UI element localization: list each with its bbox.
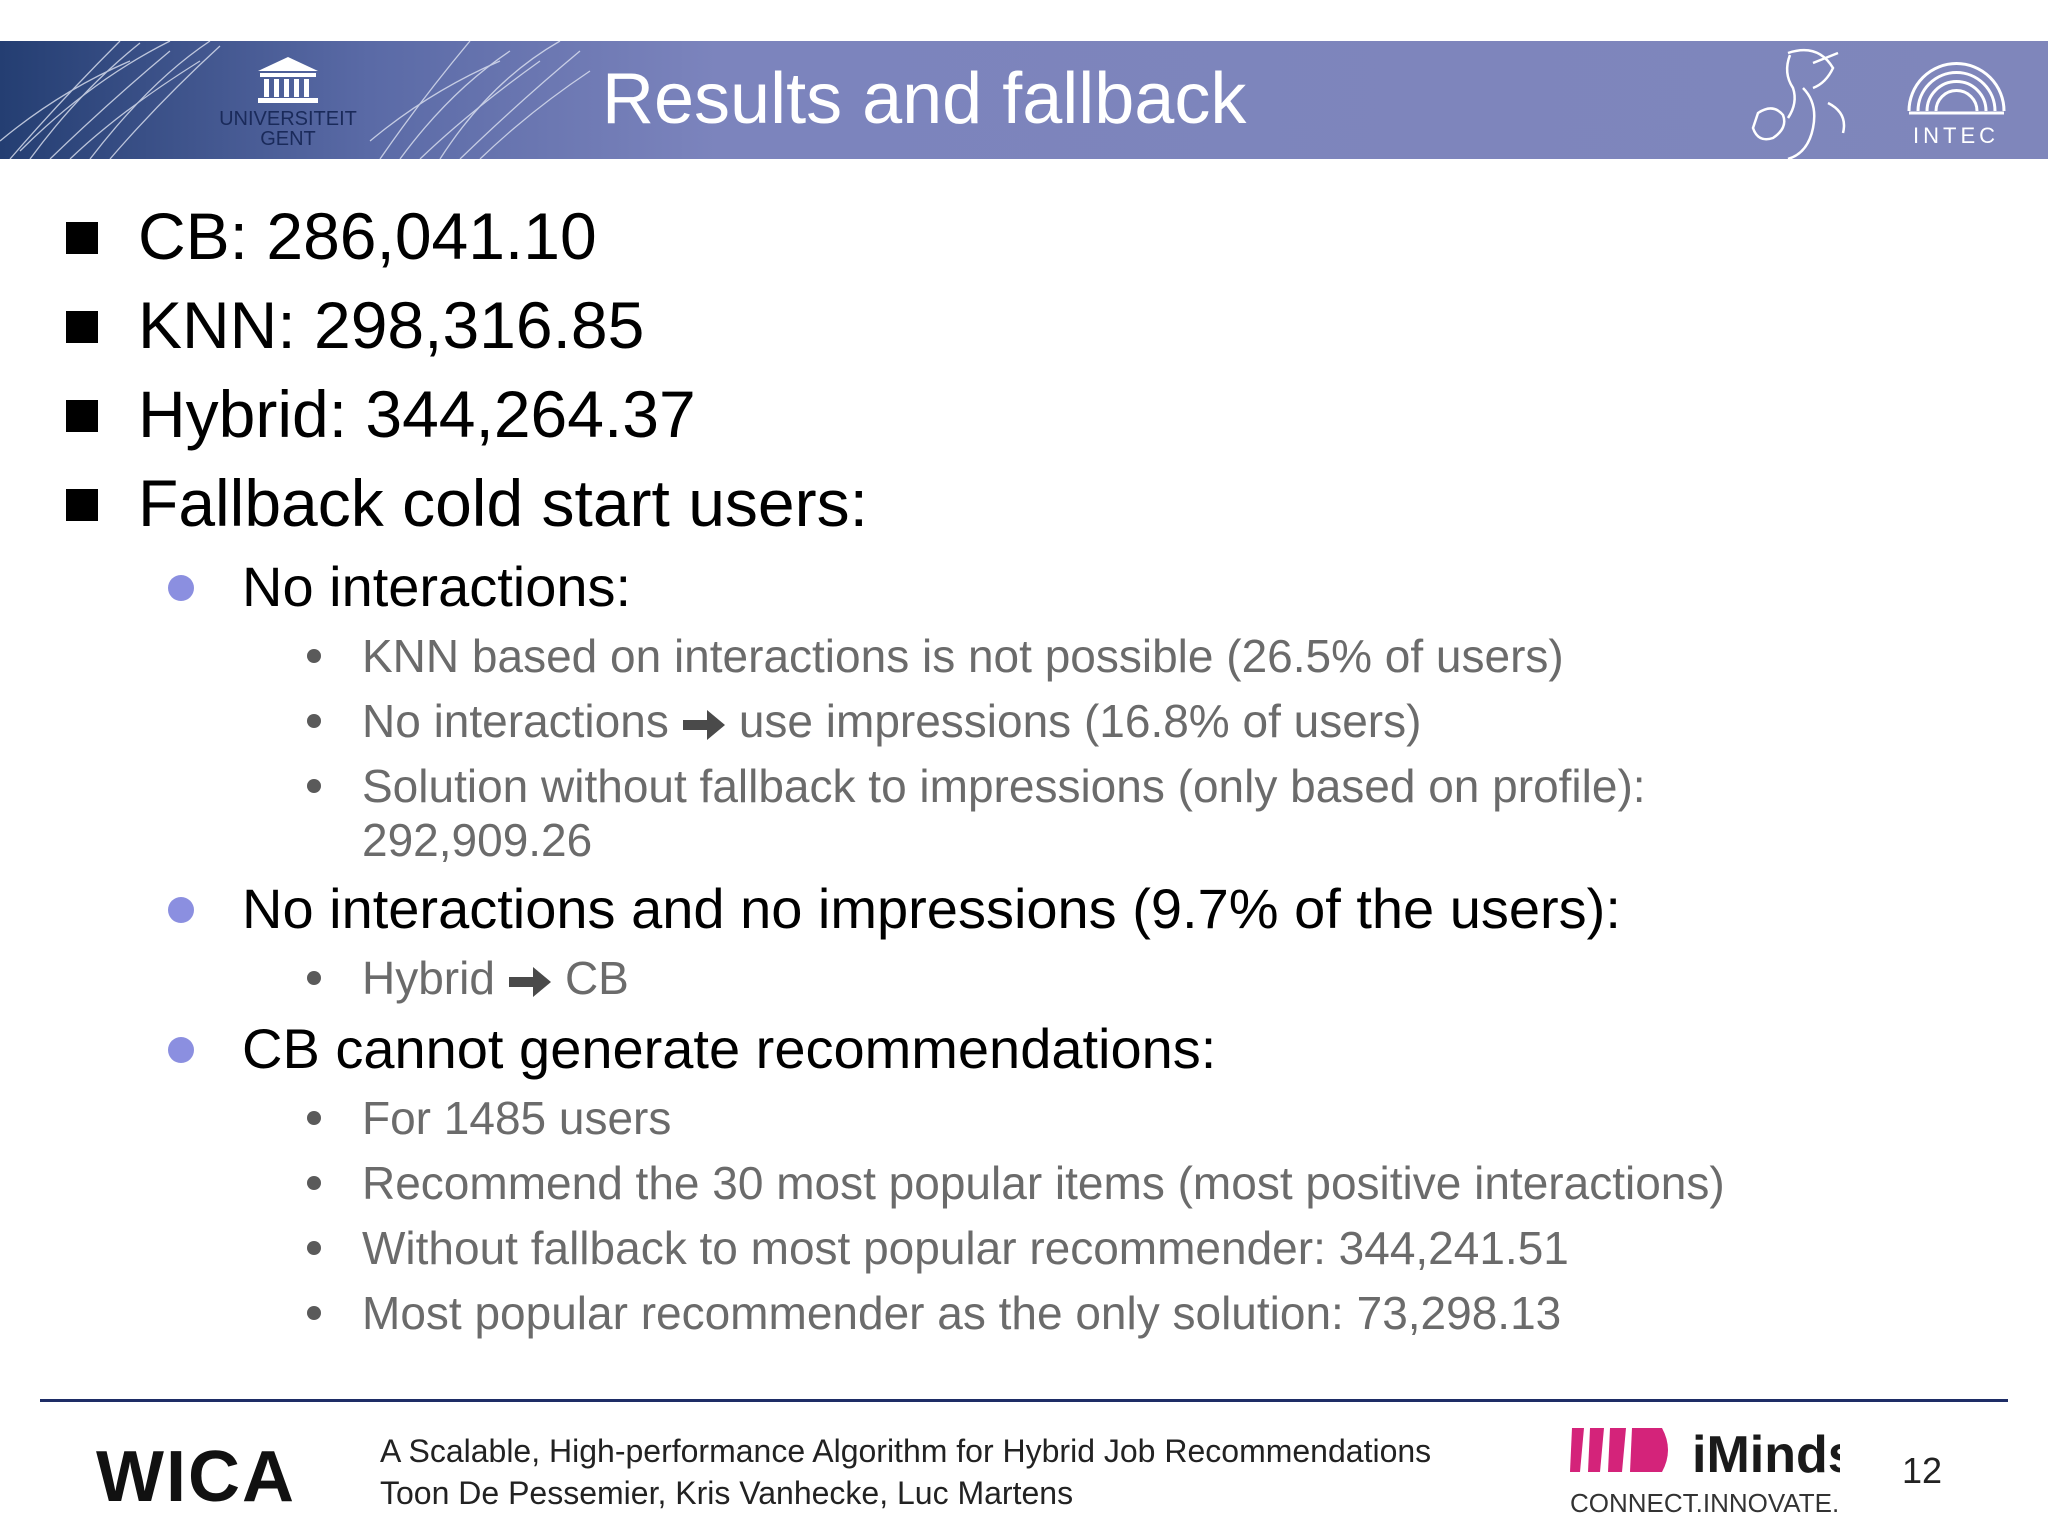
bullet-dot <box>168 1037 194 1063</box>
footer-paper-title: A Scalable, High-performance Algorithm f… <box>380 1433 1432 1469</box>
bullet-small-dot <box>307 1111 321 1125</box>
bullet-square <box>66 489 98 521</box>
bullet-dot <box>168 575 194 601</box>
arrow-right-icon <box>682 709 725 740</box>
bullet-square <box>66 400 98 432</box>
svg-text:UNIVERSITEIT: UNIVERSITEIT <box>219 108 357 130</box>
bullet-square <box>66 222 98 254</box>
bullet-fallback: Fallback cold start users: <box>138 466 868 540</box>
intec-logo: INTEC <box>1907 62 2006 148</box>
bullet-cb: CB: 286,041.10 <box>138 199 597 273</box>
bullet-small-dot <box>307 1176 321 1190</box>
bullet-solution-without-fallback: Solution without fallback to impressions… <box>362 760 1646 866</box>
bullet-knn-not-possible: KNN based on interactions is not possibl… <box>362 630 1564 682</box>
svg-text:CONNECT.INNOVATE.CREATE: CONNECT.INNOVATE.CREATE <box>1570 1488 1840 1518</box>
bullet-knn: KNN: 298,316.85 <box>138 288 645 362</box>
bullet-square <box>66 311 98 343</box>
bullet-dot <box>168 897 194 923</box>
footer-divider <box>40 1399 2008 1402</box>
bullet-small-dot <box>307 649 321 663</box>
bullet-for-users: For 1485 users <box>362 1092 672 1144</box>
svg-text:GENT: GENT <box>260 128 316 150</box>
bullet-hybrid: Hybrid: 344,264.37 <box>138 377 696 451</box>
footer-citation: A Scalable, High-performance Algorithm f… <box>380 1430 1431 1514</box>
bullet-small-dot <box>307 971 321 985</box>
ugent-logo: UNIVERSITEIT GENT <box>218 53 358 153</box>
svg-text:INTEC: INTEC <box>1913 123 1999 148</box>
wica-logo: WICA <box>96 1437 296 1517</box>
bullet-small-dot <box>307 714 321 728</box>
bullet-small-dot <box>307 1241 321 1255</box>
bullet-cb-cannot: CB cannot generate recommendations: <box>242 1017 1217 1080</box>
svg-text:iMinds: iMinds <box>1692 1426 1840 1484</box>
bullet-no-interactions-impressions: No interactions use impressions (16.8% of… <box>362 695 1422 747</box>
bullet-without-fallback-popular: Without fallback to most popular recomme… <box>362 1222 1569 1274</box>
footer-authors: Toon De Pessemier, Kris Vanhecke, Luc Ma… <box>380 1475 1074 1511</box>
bullet-small-dot <box>307 779 321 793</box>
arrow-right-icon <box>508 966 551 997</box>
grass-texture-decoration <box>0 41 591 159</box>
bullet-most-popular-only: Most popular recommender as the only sol… <box>362 1287 1562 1339</box>
slide-title: Results and fallback <box>602 59 1247 139</box>
bullet-hybrid-to-cb: Hybrid CB <box>362 952 629 1004</box>
helmet-figure-icon <box>1751 48 1846 159</box>
bullet-recommend-popular: Recommend the 30 most popular items (mos… <box>362 1157 1725 1209</box>
bullet-no-interactions: No interactions: <box>242 555 632 618</box>
iminds-logo: iMinds CONNECT.INNOVATE.CREATE <box>1570 1426 1840 1518</box>
slide-header: UNIVERSITEIT GENT Results and fallback I… <box>0 41 2048 159</box>
bullet-small-dot <box>307 1306 321 1320</box>
page-number: 12 <box>1902 1450 1943 1491</box>
bullet-no-interactions-no-impressions: No interactions and no impressions (9.7%… <box>242 877 1621 940</box>
